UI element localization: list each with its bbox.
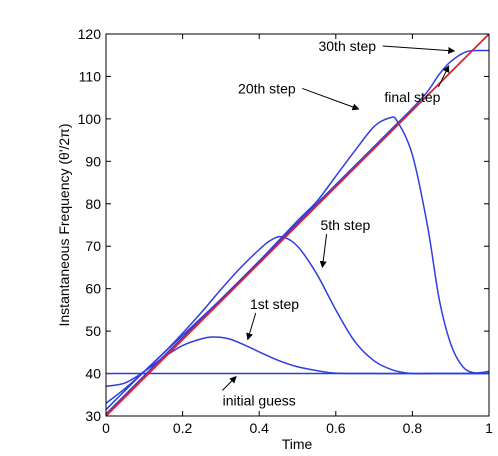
true-frequency-line: [105, 33, 490, 417]
annotations: 30th step 20th step final step 5th step 1st …: [222, 38, 456, 408]
y-tick-label: 40: [85, 366, 101, 382]
tick-labels: 0 0.2 0.4 0.6 0.8 1 30 40 50 60 70 80 90 100 110 120: [78, 26, 493, 436]
annotation-arrow: [302, 87, 360, 111]
y-tick-label: 120: [78, 26, 102, 42]
x-tick-label: 0.4: [249, 420, 269, 436]
x-tick-label: 0.8: [403, 420, 423, 436]
x-tick-label: 1: [485, 420, 493, 436]
y-tick-label: 70: [85, 238, 101, 254]
x-tick-label: 0.2: [173, 420, 193, 436]
annotation-arrow: [382, 45, 456, 55]
y-tick-label: 80: [85, 196, 101, 212]
annotation-arrow: [437, 65, 450, 88]
annotation-label: 1st step: [250, 296, 299, 312]
annotation-label: initial guess: [223, 392, 296, 408]
annotation-label: final step: [384, 89, 440, 105]
axes-frame: [105, 33, 490, 417]
annotation-label: 30th step: [318, 38, 376, 54]
annotation-label: 5th step: [320, 217, 370, 233]
y-tick-label: 60: [85, 281, 101, 297]
x-tick-label: 0.6: [326, 420, 346, 436]
y-tick-label: 100: [78, 111, 102, 127]
final-step-line: [105, 49, 490, 415]
y-axis-label: Instantaneous Frequency (θ'/2π): [56, 124, 72, 327]
x-axis-label: Time: [282, 436, 313, 452]
annotation-arrow: [222, 376, 237, 391]
annotation-arrow: [246, 312, 257, 341]
annotation-arrow: [319, 234, 328, 269]
annotation-label: 20th step: [238, 80, 296, 96]
y-tick-label: 90: [85, 153, 101, 169]
x-tick-label: 0: [102, 420, 110, 436]
y-tick-label: 110: [79, 68, 102, 84]
y-tick-label: 50: [85, 323, 101, 339]
y-tick-label: 30: [85, 408, 101, 424]
series-layer: [105, 33, 490, 417]
